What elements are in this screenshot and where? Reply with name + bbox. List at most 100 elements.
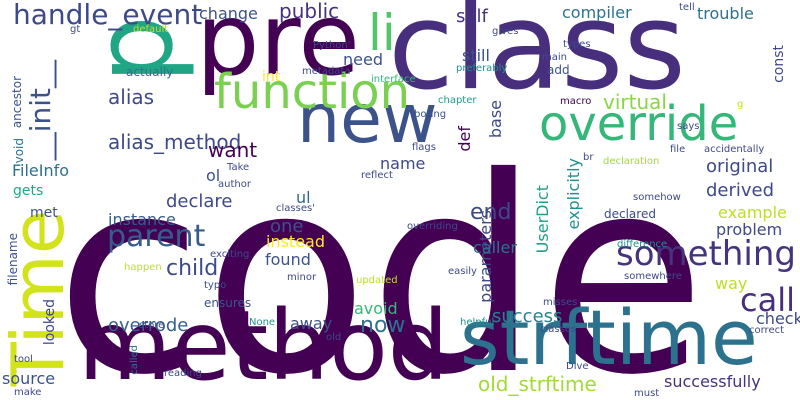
word-override: override [539,96,739,152]
word-compiler: compiler [562,3,632,22]
word-chapter: chapter [438,95,477,106]
word-main: main [542,52,567,63]
word-gets: gets [13,183,44,199]
word-pre: pre [196,0,360,98]
word-ensures: ensures [204,296,252,310]
word-file: file [670,144,686,155]
word-handle-event: handle_event [13,0,203,31]
word-exciting: exciting [210,249,250,260]
word-helpful: helpful [460,317,495,328]
word-way: way [715,274,748,293]
word-ol: ol [206,166,221,185]
word-default: default [133,24,169,35]
word-found: found [265,250,311,269]
word-reading: reading [164,368,202,379]
word-li: li [368,4,396,62]
word-source: source [2,369,56,388]
word-ul: ul [296,188,311,207]
word-old: old [326,332,342,343]
word-called: called [129,345,140,375]
word-strftime: strftime [460,293,758,382]
word-tell: tell [679,2,695,13]
word-macro: macro [560,96,592,107]
word-init: __init__ [24,60,57,161]
word-actually: actually [126,65,174,79]
word-need: need [343,50,383,69]
word-easily: easily [448,266,477,277]
word-call: call [740,281,795,319]
word-def: def [455,126,474,152]
word-classes: classes [540,324,577,335]
word-declared: declared [604,207,656,221]
word-updated: updated [356,275,398,286]
word-declaration: declaration [603,156,660,167]
word-void: void [12,138,26,164]
word-end: end [470,200,512,225]
word-flags: flags [412,142,436,153]
word-dive: Dive [566,361,589,372]
word-public: public [279,0,340,23]
word-class: class [388,0,686,117]
word-alias: alias [108,85,155,109]
word-typo: typo [204,280,227,291]
word-base: base [486,100,505,139]
word-check: check [756,309,800,328]
word-somehow: somehow [633,192,681,203]
word-interface: interface [371,74,416,85]
word-success: success [492,306,563,327]
word-old-strftime: old_strftime [478,372,597,396]
word-looked: looked [42,299,58,346]
word-python: Python' [313,40,351,51]
word-g: g [737,99,744,110]
word-code: code [55,119,707,400]
word-int: int [262,69,281,85]
word-name: name [380,154,426,173]
word-parent: parent [107,219,206,254]
word-successfully: successfully [664,372,761,391]
word-types: types [563,39,591,50]
word-gives: gives [492,26,519,37]
word-somewhere: somewhere [624,271,682,282]
word-minor: minor [287,272,317,283]
word-accidentally: accidentally [704,144,765,155]
word-self: self [456,6,488,27]
word-want: want [208,138,258,162]
word-explicitly: explicitly [564,158,583,230]
word-reflect: reflect [361,170,393,181]
word-change: change [199,4,258,23]
word-difference: difference [617,239,668,250]
word-add: add [547,63,570,77]
word-make: make [14,387,42,398]
word-none: None [249,317,276,328]
word-virtual: virtual [603,90,667,114]
word-derived: derived [706,180,775,201]
word-alias-method: alias_method [108,130,242,154]
word-correct: correct [749,325,785,336]
word-avoid: avoid [354,299,398,318]
word-example: example [718,203,787,222]
word-br: br [583,152,594,163]
word-now: now [360,313,406,338]
word-store: store [139,320,165,331]
word-take: Take [227,162,250,173]
word-author: author [218,179,251,190]
word-trouble: trouble [697,4,754,23]
word-method: method [78,290,449,400]
word-const: const [771,45,787,83]
word-new: new [297,80,438,159]
word-misses: misses [543,297,578,308]
word-happen: happen [124,262,162,273]
word-overrode: overrode [108,315,189,336]
word-gt: gt [70,24,81,35]
word-preferably: preferably [456,63,508,74]
word-away: away [290,314,333,333]
word-original: original [706,156,774,177]
word-boring: boring [414,109,447,120]
word-caller: caller [473,238,517,257]
word-one: one [270,216,304,237]
word-function: function [214,64,411,120]
word-classes: classes' [276,203,315,214]
word-says: says [677,121,700,132]
word-child: child [166,256,219,281]
